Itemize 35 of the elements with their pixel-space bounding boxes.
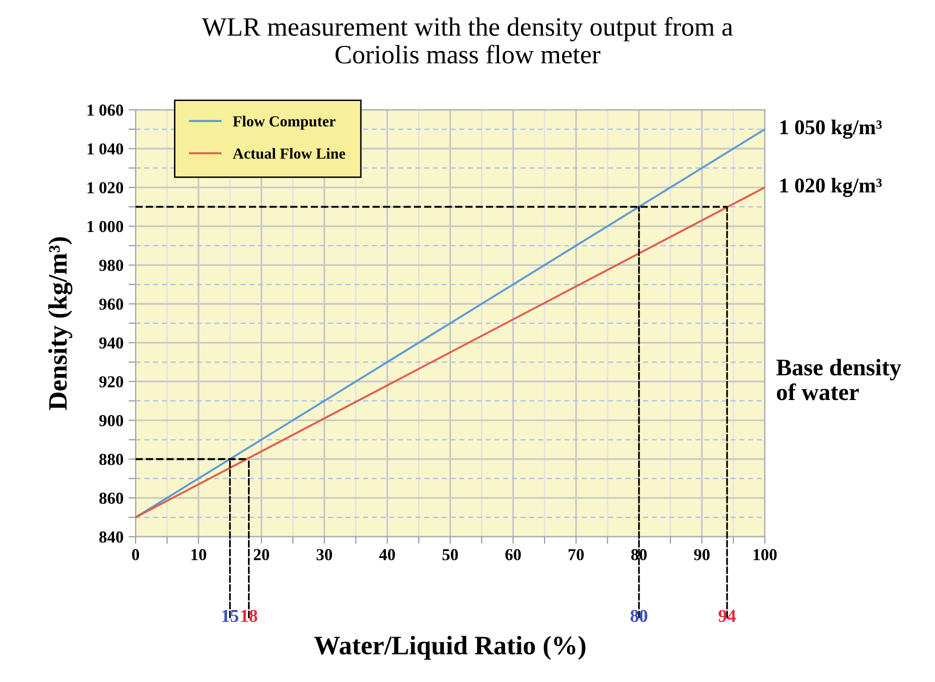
annotation: 1 020 kg/m³ <box>780 178 882 197</box>
annotation: 94 <box>718 610 736 622</box>
y-axis-title: Density (kg/m³) <box>48 237 72 410</box>
x-tick-label: 100 <box>754 549 777 560</box>
y-tick-label: 1 060 <box>88 104 124 116</box>
y-tick-label: 980 <box>99 260 124 271</box>
x-tick-label: 80 <box>631 549 647 560</box>
annotation: 18 <box>241 610 258 622</box>
legend-label: Flow Computer <box>232 116 336 130</box>
y-tick-label: 900 <box>99 414 124 426</box>
x-tick-label: 70 <box>568 549 584 560</box>
y-tick-label: 920 <box>99 376 124 388</box>
x-tick-label: 30 <box>316 549 332 560</box>
y-tick-label: 940 <box>99 337 124 349</box>
annotation: 1 050 kg/m³ <box>780 120 882 139</box>
x-tick-label: 90 <box>694 549 710 560</box>
annotation: 80 <box>630 610 648 622</box>
x-tick-label: 60 <box>505 549 521 560</box>
y-tick-label: 1 040 <box>88 143 124 155</box>
y-tick-label: 1 020 <box>88 182 124 194</box>
text: Base density of water <box>776 358 902 400</box>
y-tick-label: 960 <box>99 298 124 310</box>
annotation: 15 <box>222 610 238 622</box>
x-tick-label: 40 <box>379 549 395 560</box>
x-tick-label: 20 <box>254 549 270 560</box>
x-tick-label: 50 <box>442 549 458 560</box>
x-axis-title: Water/Liquid Ratio (%) <box>314 636 586 660</box>
chart-title: WLR measurement with the density output from a Coriolis mass flow meter <box>202 17 733 64</box>
y-tick-label: 860 <box>99 492 124 504</box>
y-tick-label: 840 <box>99 531 124 543</box>
legend-label: Actual Flow Line <box>232 148 346 159</box>
y-tick-label: 880 <box>99 454 124 466</box>
x-tick-label: 10 <box>192 549 206 560</box>
x-tick-label: 0 <box>132 549 140 560</box>
y-tick-label: 1 000 <box>88 220 124 232</box>
